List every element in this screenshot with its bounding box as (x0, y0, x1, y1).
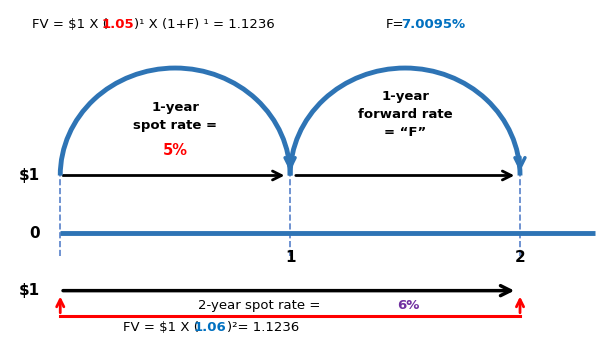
Text: 7.0095%: 7.0095% (401, 18, 465, 31)
Text: 2-year spot rate =: 2-year spot rate = (198, 299, 325, 312)
Text: )²= 1.1236: )²= 1.1236 (227, 322, 300, 335)
Text: $1: $1 (19, 283, 40, 298)
Text: 1.06: 1.06 (194, 322, 226, 335)
Text: $1: $1 (19, 168, 40, 183)
Text: )¹ X (1+F) ¹ = 1.1236: )¹ X (1+F) ¹ = 1.1236 (134, 18, 275, 31)
Text: 1-year
spot rate =: 1-year spot rate = (133, 100, 217, 132)
Text: FV = $1 X (: FV = $1 X ( (124, 322, 199, 335)
Text: 1: 1 (285, 250, 295, 265)
Text: 0: 0 (29, 226, 40, 240)
Text: 1-year
forward rate
= “F”: 1-year forward rate = “F” (357, 90, 452, 139)
Text: 2: 2 (515, 250, 526, 265)
Text: FV = $1 X (: FV = $1 X ( (32, 18, 107, 31)
Text: 1.05: 1.05 (102, 18, 134, 31)
Text: F=: F= (386, 18, 404, 31)
Text: 6%: 6% (396, 299, 419, 312)
Text: 5%: 5% (163, 143, 188, 158)
